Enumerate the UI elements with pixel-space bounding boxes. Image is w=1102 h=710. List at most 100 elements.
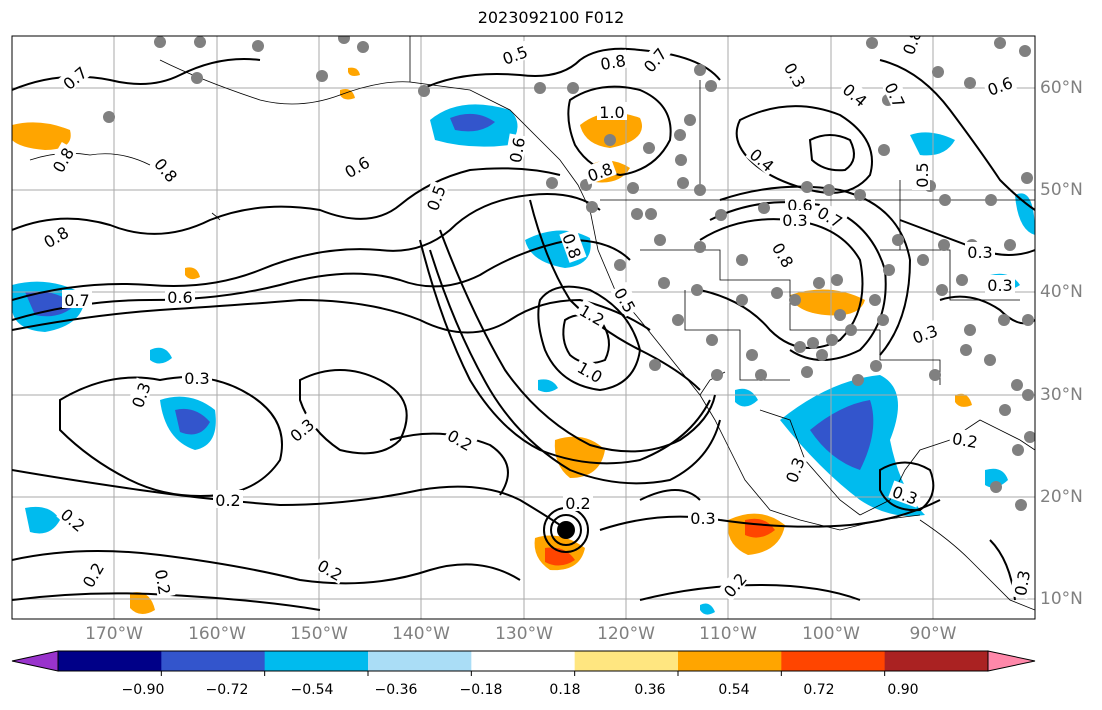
contour-label: 0.2 (215, 491, 240, 510)
station-marker (1022, 389, 1034, 401)
contour-label: 0.2 (951, 429, 979, 452)
station-marker (789, 294, 801, 306)
station-marker (854, 189, 866, 201)
station-marker (658, 277, 670, 289)
contour-label-bg (213, 490, 243, 508)
colorbar-tick-label: 0.90 (887, 682, 919, 698)
contour-label-bg (152, 565, 176, 599)
contour-label-bg (443, 423, 478, 455)
station-marker (614, 259, 626, 271)
colorbar-segment (368, 651, 472, 671)
station-marker (338, 36, 350, 44)
colorbar-segment (781, 651, 886, 671)
station-marker (252, 40, 264, 52)
lon-tick-label: 110°W (699, 624, 757, 644)
contour-label-bg (182, 368, 212, 386)
station-marker (813, 277, 825, 289)
station-marker (771, 287, 783, 299)
map-title: 2023092100 F012 (477, 8, 625, 27)
station-marker (834, 309, 846, 321)
colorbar-segment (264, 651, 369, 671)
contour-label-bg (313, 553, 348, 585)
station-marker (990, 481, 1002, 493)
station-marker (1015, 499, 1027, 511)
station-marker (985, 194, 997, 206)
contour-label: 1.0 (599, 103, 624, 122)
station-marker (675, 154, 687, 166)
contour-label-bg (610, 282, 642, 317)
contour-label-bg (888, 480, 923, 508)
station-marker (357, 41, 369, 53)
station-marker (883, 264, 895, 276)
contour-label-bg (780, 452, 808, 487)
contour-label: 0.3 (782, 211, 807, 230)
station-marker (715, 209, 727, 221)
contour-label: 0.2 (151, 568, 174, 596)
lat-tick-label: 50°N (1040, 180, 1083, 200)
contour-label-bg (985, 275, 1015, 293)
station-marker (878, 144, 890, 156)
station-marker (627, 182, 639, 194)
station-marker (746, 349, 758, 361)
station-marker (674, 129, 686, 141)
colorbar-extend-high (987, 650, 1036, 672)
contour-label-bg (563, 493, 593, 511)
station-marker (567, 82, 579, 94)
contour-label-bg (573, 355, 608, 387)
station-marker (964, 324, 976, 336)
station-marker (649, 359, 661, 371)
station-marker (705, 80, 717, 92)
station-marker (984, 354, 996, 366)
colorbar-segment (161, 651, 266, 671)
colorbar-tick-label: 0.54 (718, 682, 750, 698)
colorbar-segment (58, 651, 162, 671)
station-marker (631, 208, 643, 220)
colorbar-frame (57, 650, 989, 672)
station-marker (994, 37, 1006, 49)
station-marker (316, 70, 328, 82)
station-marker (654, 234, 666, 246)
lon-tick-label: 120°W (597, 624, 655, 644)
contour-label-bg (497, 40, 532, 68)
contour-label: 0.6 (167, 288, 192, 307)
station-marker (823, 184, 835, 196)
station-marker (643, 142, 655, 154)
colorbar-segment (471, 651, 576, 671)
station-marker (932, 66, 944, 78)
station-marker (694, 184, 706, 196)
colorbar-tick-label: 0.72 (803, 682, 835, 698)
station-marker (194, 36, 206, 48)
colorbar-tick-label: −0.72 (205, 682, 249, 698)
station-marker (998, 314, 1010, 326)
contour-label: 0.3 (1011, 569, 1034, 597)
contour-label-bg (504, 133, 528, 167)
contour-label-bg (637, 42, 671, 77)
contour-label-bg (948, 427, 982, 451)
contour-label: 0.5 (913, 162, 932, 187)
colorbar-tick-label: −0.90 (121, 682, 165, 698)
contour-label-bg (982, 71, 1017, 99)
station-marker (1012, 444, 1024, 456)
contour-label-bg (284, 412, 319, 446)
station-marker (154, 36, 166, 48)
contour-label-bg (76, 557, 108, 592)
colorbar (11, 650, 1036, 676)
contour-label-bg (965, 242, 995, 260)
station-marker (852, 374, 864, 386)
colorbar-tick-label: 0.18 (549, 682, 581, 698)
station-marker (546, 177, 558, 189)
station-marker (964, 77, 976, 89)
station-marker (694, 64, 706, 76)
station-marker (418, 85, 430, 97)
station-marker (794, 341, 806, 353)
station-marker (586, 201, 598, 213)
contour-label-bg (745, 142, 780, 176)
station-marker (672, 314, 684, 326)
station-marker (1022, 314, 1034, 326)
station-marker (534, 82, 546, 94)
contour-label-bg (597, 102, 627, 120)
lon-tick-label: 130°W (495, 624, 553, 644)
contour-label-bg (421, 180, 449, 215)
station-marker (869, 294, 881, 306)
